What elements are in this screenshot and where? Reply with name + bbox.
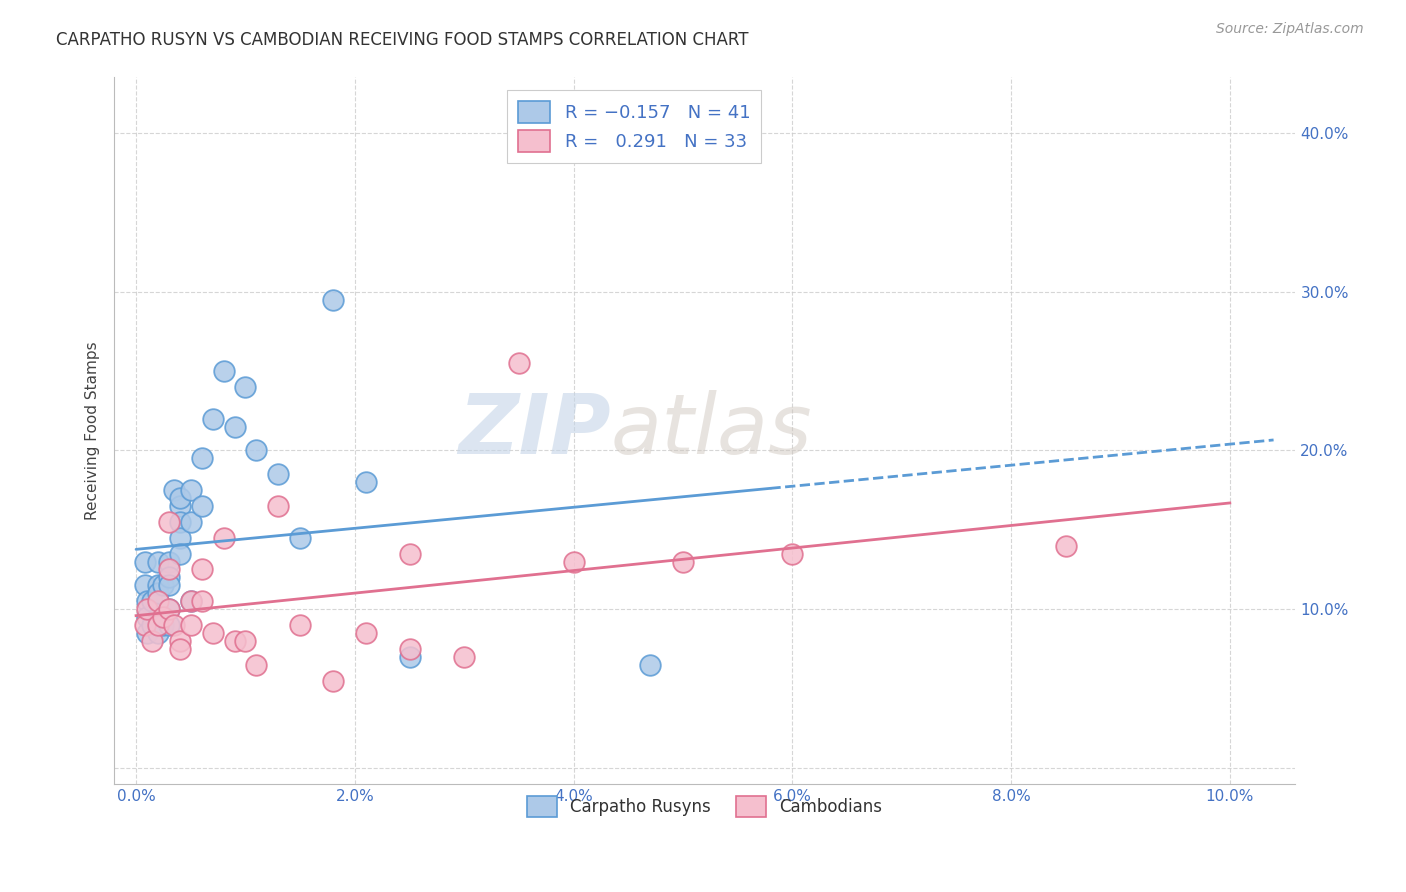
Point [782, 547, 804, 561]
Point [136, 610, 159, 624]
Point [190, 594, 212, 608]
Point [322, 293, 344, 307]
Text: CARPATHO RUSYN VS CAMBODIAN RECEIVING FOOD STAMPS CORRELATION CHART: CARPATHO RUSYN VS CAMBODIAN RECEIVING FO… [56, 31, 749, 49]
Point [288, 618, 311, 632]
Point [288, 531, 311, 545]
Point [169, 531, 191, 545]
Point [141, 594, 163, 608]
Point [141, 618, 163, 632]
Point [267, 499, 290, 513]
Point [453, 649, 475, 664]
Point [136, 602, 159, 616]
Point [146, 578, 169, 592]
Point [245, 443, 267, 458]
Point [169, 547, 191, 561]
Point [169, 491, 191, 505]
Point [146, 618, 169, 632]
Point [141, 633, 163, 648]
Point [672, 555, 695, 569]
Point [398, 547, 420, 561]
Point [157, 570, 180, 584]
Point [1054, 539, 1077, 553]
Legend: Carpatho Rusyns, Cambodians: Carpatho Rusyns, Cambodians [519, 788, 891, 825]
Point [136, 626, 159, 640]
Point [180, 618, 202, 632]
Point [152, 610, 174, 624]
Point [562, 555, 585, 569]
Point [146, 555, 169, 569]
Point [267, 467, 290, 482]
Point [163, 618, 186, 632]
Point [235, 633, 257, 648]
Point [354, 626, 377, 640]
Point [157, 562, 180, 576]
Y-axis label: Receiving Food Stamps: Receiving Food Stamps [86, 342, 100, 520]
Point [201, 626, 224, 640]
Point [136, 594, 159, 608]
Point [180, 483, 202, 497]
Point [190, 451, 212, 466]
Point [157, 602, 180, 616]
Point [190, 562, 212, 576]
Point [212, 531, 235, 545]
Point [146, 610, 169, 624]
Point [224, 633, 246, 648]
Text: atlas: atlas [610, 390, 811, 471]
Point [180, 594, 202, 608]
Point [190, 499, 212, 513]
Point [180, 515, 202, 529]
Point [157, 602, 180, 616]
Point [169, 633, 191, 648]
Point [245, 657, 267, 672]
Point [638, 657, 661, 672]
Point [157, 578, 180, 592]
Point [398, 641, 420, 656]
Point [354, 475, 377, 490]
Point [212, 364, 235, 378]
Point [169, 499, 191, 513]
Point [163, 483, 186, 497]
Point [146, 594, 169, 608]
Point [134, 555, 156, 569]
Point [235, 380, 257, 394]
Point [157, 515, 180, 529]
Point [169, 641, 191, 656]
Point [224, 419, 246, 434]
Text: Source: ZipAtlas.com: Source: ZipAtlas.com [1216, 22, 1364, 37]
Point [157, 555, 180, 569]
Point [508, 356, 530, 370]
Point [169, 515, 191, 529]
Point [134, 578, 156, 592]
Point [157, 618, 180, 632]
Point [180, 594, 202, 608]
Point [146, 586, 169, 600]
Point [322, 673, 344, 688]
Point [152, 578, 174, 592]
Point [152, 618, 174, 632]
Point [201, 411, 224, 425]
Point [398, 649, 420, 664]
Text: ZIP: ZIP [458, 390, 610, 471]
Point [146, 626, 169, 640]
Point [134, 618, 156, 632]
